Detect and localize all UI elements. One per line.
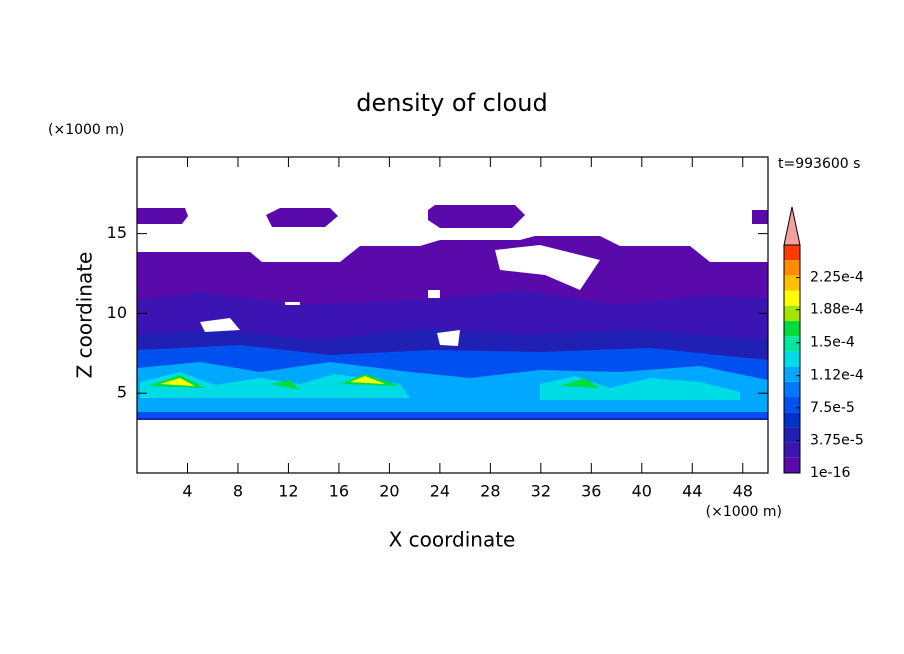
- colorbar-tick-label: 1.5e-4: [810, 335, 855, 351]
- x-unit: (×1000 m): [706, 504, 782, 520]
- colorbar-band: [784, 321, 800, 337]
- x-tick-label: 48: [733, 482, 753, 501]
- colorbar-band: [784, 397, 800, 413]
- colorbar-band: [784, 351, 800, 367]
- colorbar-band: [784, 457, 800, 473]
- y-tick-label: 15: [107, 223, 127, 242]
- x-tick-label: 12: [278, 482, 298, 501]
- y-tick-label: 10: [107, 303, 127, 322]
- y-axis-label: Z coordinate: [73, 252, 97, 379]
- colorbar-band: [784, 336, 800, 352]
- x-axis-label: X coordinate: [389, 528, 516, 552]
- colorbar-band: [784, 290, 800, 306]
- x-tick-label: 8: [233, 482, 243, 501]
- colorbar-band: [784, 412, 800, 428]
- chart-title: density of cloud: [356, 89, 547, 117]
- colorbar-band: [784, 260, 800, 276]
- colorbar-band: [784, 245, 800, 261]
- colorbar-tick-label: 1.88e-4: [810, 302, 864, 318]
- x-tick-label: 40: [632, 482, 652, 501]
- contour-band: [137, 205, 768, 228]
- colorbar-tick-label: 3.75e-5: [810, 432, 864, 448]
- x-tick-label: 32: [531, 482, 551, 501]
- contour-band: [140, 372, 740, 400]
- colorbar-tick-label: 1.12e-4: [810, 368, 864, 384]
- contour-field: [137, 205, 768, 473]
- plot-frame: [136, 156, 769, 474]
- annotation: t=993600 s: [778, 156, 860, 172]
- x-tick-label: 16: [329, 482, 349, 501]
- colorbar-band: [784, 442, 800, 458]
- x-tick-label: 24: [430, 482, 450, 501]
- colorbar-tick-label: 1e-16: [810, 465, 850, 481]
- colorbar-band: [784, 366, 800, 382]
- x-tick-label: 20: [379, 482, 399, 501]
- colorbar-band: [784, 275, 800, 291]
- colorbar-tick-label: 7.5e-5: [810, 400, 855, 416]
- colorbar-frame: [783, 244, 801, 474]
- colorbar-tick-label: 2.25e-4: [810, 270, 864, 286]
- colorbar-band: [784, 305, 800, 321]
- x-tick-label: 28: [480, 482, 500, 501]
- y-tick-label: 5: [117, 383, 127, 402]
- colorbar-band: [784, 381, 800, 397]
- x-tick-label: 44: [682, 482, 702, 501]
- contour-band: [137, 245, 768, 473]
- y-unit: (×1000 m): [48, 122, 124, 138]
- x-tick-label: 4: [182, 482, 192, 501]
- contour-band: [160, 376, 385, 386]
- colorbar-band: [784, 427, 800, 443]
- colorbar-over: [783, 206, 801, 246]
- x-tick-label: 36: [581, 482, 601, 501]
